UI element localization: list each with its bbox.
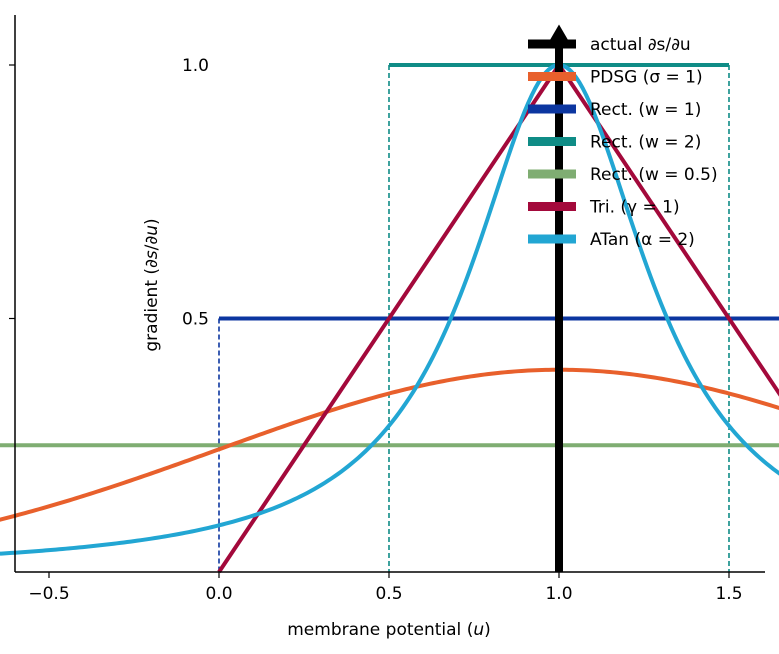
x-tick-label: 0.5 (375, 584, 402, 604)
x-tick-label: 0.0 (205, 584, 232, 604)
y-tick-label: 1.0 (182, 56, 209, 76)
legend-label-atan: ATan (α = 2) (590, 230, 695, 250)
y-axis-label: gradient (∂s/∂u) (142, 218, 162, 351)
ticks: −1.0−0.50.00.51.01.52.02.53.00.51.0 (9, 56, 743, 604)
x-tick-label: 1.0 (545, 584, 572, 604)
legend-label-actual: actual ∂s/∂u (590, 35, 691, 55)
y-tick-label: 0.5 (182, 310, 209, 330)
axes (14, 15, 765, 573)
dashed-edges (218, 65, 730, 572)
legend-label-rect05: Rect. (w = 0.5) (590, 165, 718, 185)
x-tick-label: 1.5 (715, 584, 742, 604)
legend-label-pdsg: PDSG (σ = 1) (590, 68, 703, 88)
x-axis-label: membrane potential (u) (287, 620, 491, 640)
series-lines (0, 24, 779, 574)
legend-label-tri: Tri. (γ = 1) (589, 198, 680, 218)
x-tick-label: −0.5 (28, 584, 69, 604)
legend: actual ∂s/∂u PDSG (σ = 1) Rect. (w = 1) Rec… (528, 35, 718, 250)
legend-label-rect2: Rect. (w = 2) (590, 133, 701, 153)
legend-label-rect1: Rect. (w = 1) (590, 100, 701, 120)
